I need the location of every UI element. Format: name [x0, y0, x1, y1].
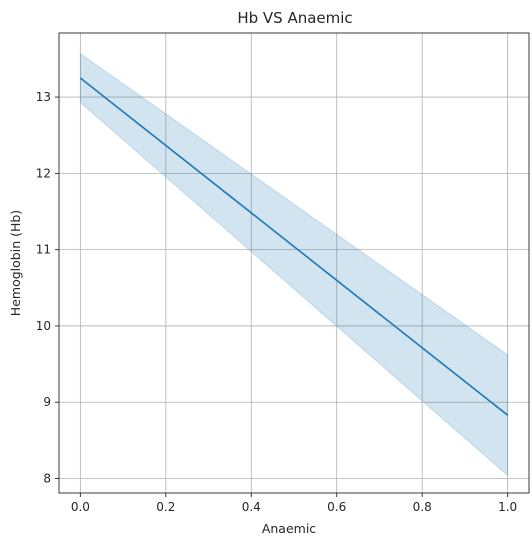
chart-title: Hb VS Anaemic [237, 9, 352, 27]
x-axis-ticks: 0.0 0.2 0.4 0.6 0.8 1.0 [71, 493, 517, 514]
y-axis-label: Hemoglobin (Hb) [8, 210, 23, 316]
y-tick-label: 10 [36, 319, 51, 333]
grid [59, 33, 529, 493]
series-line [79, 77, 509, 416]
x-tick-label: 0.0 [71, 500, 90, 514]
y-tick-label: 13 [36, 90, 51, 104]
x-axis-label: Anaemic [262, 521, 316, 536]
y-tick-label: 11 [36, 243, 51, 257]
y-axis-ticks: 8 9 10 11 12 13 [36, 90, 59, 486]
x-tick-label: 0.2 [156, 500, 175, 514]
x-tick-label: 0.6 [327, 500, 346, 514]
x-tick-label: 1.0 [498, 500, 517, 514]
y-tick-label: 12 [36, 166, 51, 180]
series-line-layer [79, 77, 509, 416]
y-tick-label: 9 [43, 395, 51, 409]
y-tick-label: 8 [43, 472, 51, 486]
x-tick-label: 0.4 [242, 500, 261, 514]
x-tick-label: 0.8 [413, 500, 432, 514]
confidence-band-layer [79, 52, 509, 477]
confidence-band [79, 52, 509, 477]
plot-frame [58, 32, 530, 494]
